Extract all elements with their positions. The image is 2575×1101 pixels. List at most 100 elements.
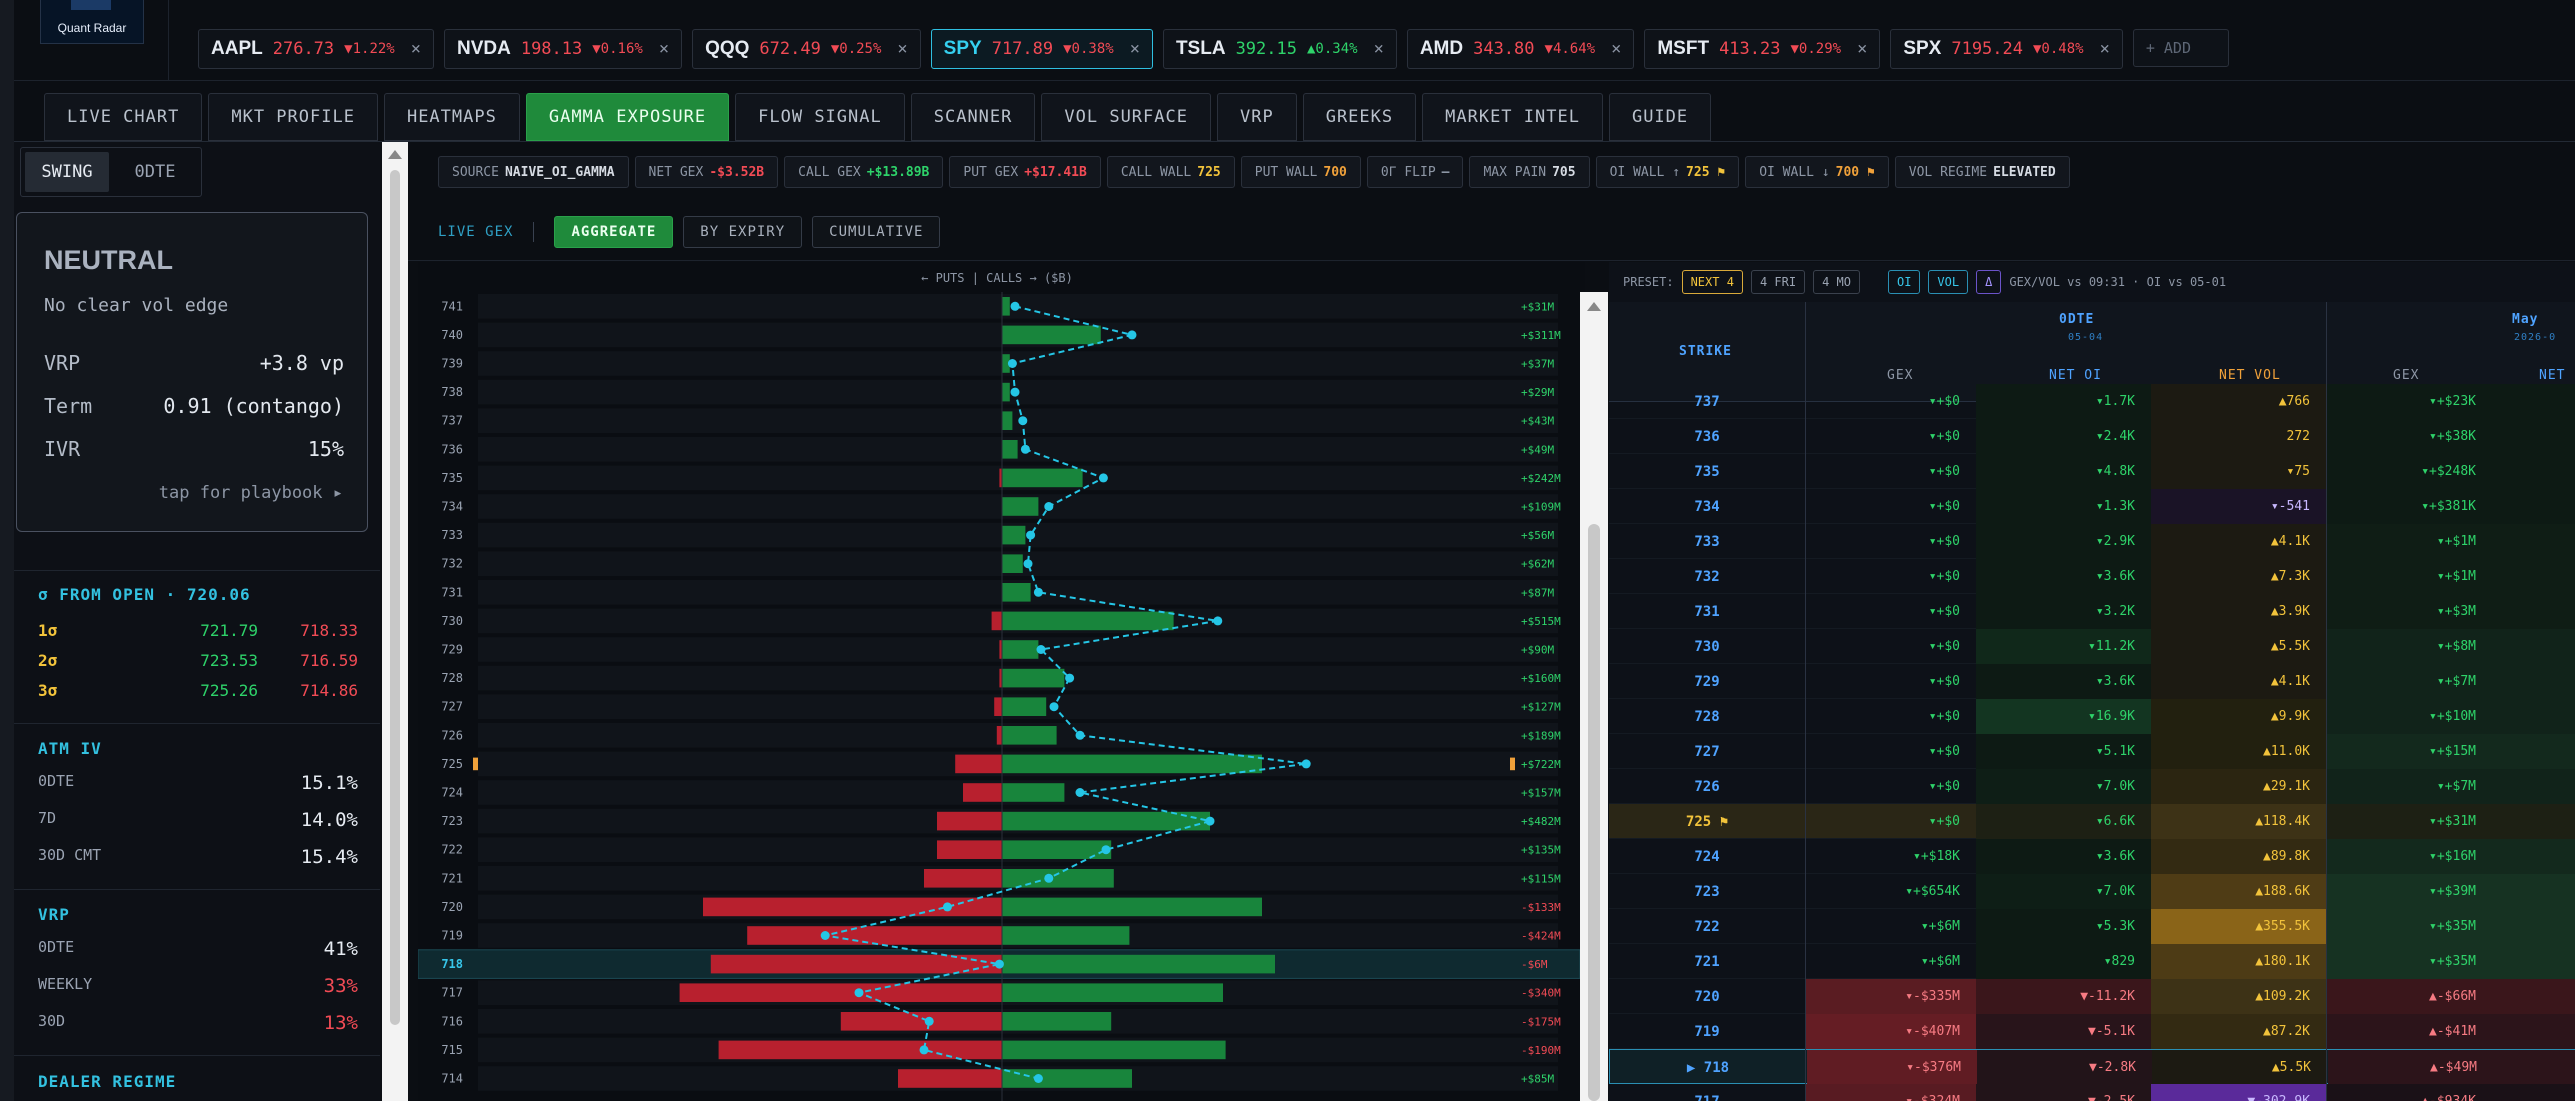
table-row[interactable]: 727 ▾+$0 ▾5.1K ▲11.0K ▾+$15M [1609,734,2575,769]
table-row[interactable]: 736 ▾+$0 ▾2.4K 272 ▾+$38K [1609,419,2575,454]
table-row[interactable]: 737 ▾+$0 ▾1.7K ▲766 ▾+$23K [1609,384,2575,419]
toggle-oi-button[interactable]: OI [1887,270,1921,294]
tab-heatmaps[interactable]: HEATMAPS [383,93,520,141]
gex2-header: GEX [2393,368,2420,383]
scroll-thumb[interactable] [390,170,400,1025]
mode-0dte-button[interactable]: 0DTE [134,162,176,182]
table-row[interactable]: 723 ▾+$654K ▾7.0K ▲188.6K ▾+$39M [1609,874,2575,909]
net-vol-cell: ▲9.9K [2151,699,2326,734]
cumulative-button[interactable]: CUMULATIVE [812,216,941,248]
strike-header[interactable]: STRIKE [1679,344,1732,359]
close-icon[interactable]: × [1129,39,1140,59]
playbook-link[interactable]: tap for playbook ▸ [158,483,343,503]
net-gex-point [1065,673,1075,683]
scroll-up-icon[interactable] [388,150,402,159]
close-icon[interactable]: × [1611,39,1622,59]
net-gex-label: -$133M [1521,901,1561,914]
ticker-chip-tsla[interactable]: TSLA 392.15 ▲0.34% × [1162,29,1397,69]
scroll-up-icon[interactable] [1587,302,1601,311]
ticker-change: ▼0.48% [2033,41,2084,57]
toggle-vol-button[interactable]: VOL [1928,270,1969,294]
ticker-chip-amd[interactable]: AMD 343.80 ▼4.64% × [1406,29,1635,69]
by-expiry-button[interactable]: BY EXPIRY [683,216,803,248]
strike-row-bg [478,437,1558,462]
net-gex-label: +$482M [1521,815,1561,828]
toggle-delta-button[interactable]: Δ [1976,270,2002,294]
atm-iv-label: 30D CMT [38,846,102,864]
gex-cell: ▾-$324M [1806,1084,1976,1101]
preset-4mo-button[interactable]: 4 MO [1813,270,1860,294]
preset-next4-button[interactable]: NEXT 4 [1681,270,1743,294]
ticker-chip-spy[interactable]: SPY 717.89 ▼0.38% × [930,29,1153,69]
tab-live-chart[interactable]: LIVE CHART [44,93,203,141]
net-oi2-cell [2492,419,2575,454]
ticker-chip-spx[interactable]: SPX 7195.24 ▼0.48% × [1890,29,2123,69]
ticker-chip-msft[interactable]: MSFT 413.23 ▼0.29% × [1644,29,1881,69]
close-icon[interactable]: × [897,39,908,59]
strike-cell: 736 [1694,428,1720,445]
table-row[interactable]: 733 ▾+$0 ▾2.9K ▲4.1K ▾+$1M [1609,524,2575,559]
vrp-label: 0DTE [38,938,75,956]
stat-pill-label: VOL REGIME [1908,164,1988,180]
put-bar [955,754,1002,774]
table-row[interactable]: 724 ▾+$18K ▾3.6K ▲89.8K ▾+$16M [1609,839,2575,874]
table-row[interactable]: 728 ▾+$0 ▾16.9K ▲9.9K ▾+$10M [1609,699,2575,734]
table-row[interactable]: 732 ▾+$0 ▾3.6K ▲7.3K ▾+$1M [1609,559,2575,594]
regime-card[interactable]: NEUTRAL No clear vol edge VRP +3.8 vp Ter… [16,212,368,532]
close-icon[interactable]: × [2099,39,2110,59]
preset-4fri-button[interactable]: 4 FRI [1750,270,1806,294]
chart-scrollbar[interactable] [1580,292,1608,1101]
net-gex-line [824,305,1307,1080]
close-icon[interactable]: × [1857,39,1868,59]
strike-cell: 727 [1694,743,1720,760]
add-ticker-input[interactable]: + ADD [2132,29,2229,67]
aggregate-button[interactable]: AGGREGATE [554,216,674,248]
table-row[interactable]: 731 ▾+$0 ▾3.2K ▲3.9K ▾+$3M [1609,594,2575,629]
tab-flow-signal[interactable]: FLOW SIGNAL [735,93,905,141]
net-gex-label: +$85M [1521,1073,1554,1086]
table-row[interactable]: 730 ▾+$0 ▾11.2K ▲5.5K ▾+$8M [1609,629,2575,664]
table-row[interactable]: 735 ▾+$0 ▾4.8K ▾75 ▾+$248K [1609,454,2575,489]
net-vol-cell: ▲4.1K [2151,664,2326,699]
close-icon[interactable]: × [658,39,670,59]
table-row[interactable]: 722 ▾+$6M ▾5.3K ▲355.5K ▾+$35M [1609,909,2575,944]
app-logo[interactable]: Quant Radar [40,0,144,44]
tab-vrp[interactable]: VRP [1216,93,1297,141]
net-gex-label: +$160M [1521,672,1561,685]
mode-swing-button[interactable]: SWING [25,152,109,192]
tab-gamma-exposure[interactable]: GAMMA EXPOSURE [525,93,730,141]
table-row[interactable]: 721 ▾+$6M ▾829 ▲180.1K ▾+$35M [1609,944,2575,979]
table-row[interactable]: 726 ▾+$0 ▾7.0K ▲29.1K ▾+$7M [1609,769,2575,804]
tab-greeks[interactable]: GREEKS [1302,93,1417,141]
ticker-chip-qqq[interactable]: QQQ 672.49 ▼0.25% × [692,29,921,69]
tab-mkt-profile[interactable]: MKT PROFILE [208,93,378,141]
table-row[interactable]: 729 ▾+$0 ▾3.6K ▲4.1K ▾+$7M [1609,664,2575,699]
strike-tick-label: 732 [441,557,463,571]
put-bar [937,840,1002,859]
ticker-bar: AAPL 276.73 ▼1.22% × NVDA 198.13 ▼0.16% × QQQ 672… [198,29,2229,69]
table-row[interactable]: 719 ▾-$407M ▼-5.1K ▲87.2K ▲-$41M [1609,1014,2575,1049]
tab-guide[interactable]: GUIDE [1608,93,1712,141]
strike-row-bg [478,408,1558,433]
regime-row-value: 0.91 (contango) [163,394,344,418]
table-row[interactable]: ▶ 718 ▾-$376M ▼-2.8K ▲5.5K ▲-$49M [1609,1049,2575,1085]
table-row[interactable]: 734 ▾+$0 ▾1.3K ▾-541 ▾+$381K [1609,489,2575,524]
panel-scrollbar[interactable] [382,142,408,1101]
scroll-thumb[interactable] [1588,524,1600,1101]
tab-market-intel[interactable]: MARKET INTEL [1422,93,1603,141]
net-gex-label: +$31M [1521,300,1554,313]
net-gex-label: +$56M [1521,529,1554,542]
table-row[interactable]: 725 ⚑ ▾+$0 ▾6.6K ▲118.4K ▾+$31M [1609,804,2575,839]
call-bar [1002,1012,1112,1031]
close-icon[interactable]: × [410,39,421,59]
ticker-chip-nvda[interactable]: NVDA 198.13 ▼0.16% × [443,29,683,69]
ticker-chip-aapl[interactable]: AAPL 276.73 ▼1.22% × [198,29,434,69]
table-row[interactable]: 717▾-$324M▼-2.5K▼-302.9K▲-$934K [1609,1084,2575,1101]
put-bar [703,897,1002,917]
toolbar-rule [408,260,2575,261]
table-row[interactable]: 720 ▾-$335M ▼-11.2K ▲109.2K ▲-$66M [1609,979,2575,1014]
tab-scanner[interactable]: SCANNER [910,93,1036,141]
close-icon[interactable]: × [1373,39,1384,59]
net-gex-label: -$190M [1521,1044,1561,1057]
tab-vol-surface[interactable]: VOL SURFACE [1041,93,1211,141]
